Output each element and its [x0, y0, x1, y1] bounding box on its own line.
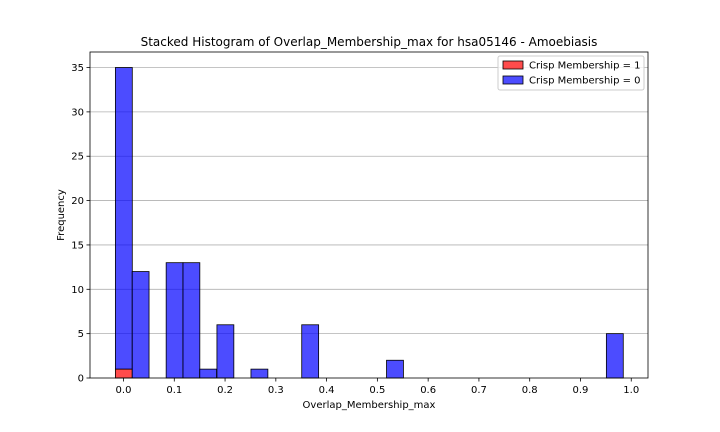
- bar-series1-bin1: [131, 271, 150, 379]
- x-tick-label-5: 0.5: [369, 385, 385, 396]
- bar-series1-bin2: [165, 262, 184, 379]
- x-tick-label-1: 0.1: [166, 385, 182, 396]
- x-axis-ticks: 0.0 0.1 0.2 0.3 0.4 0.5 0.6 0.7 0.8 0.9 1.0: [116, 378, 639, 396]
- y-tick-label-4: 20: [71, 196, 84, 207]
- y-tick-label-2: 10: [71, 285, 84, 296]
- y-tick-label-6: 30: [71, 107, 84, 118]
- plot-frame: [89, 51, 649, 379]
- x-tick-label-7: 0.7: [471, 385, 487, 396]
- x-tick-label-10: 1.0: [623, 385, 639, 396]
- legend-box: [497, 55, 645, 91]
- bar-series1-bin8: [386, 359, 404, 379]
- y-tick-label-5: 25: [71, 152, 84, 163]
- y-axis-ticks: 0 5 10 15 20 25 30 35: [71, 63, 90, 385]
- legend: Crisp Membership = 1 Crisp Membership = …: [497, 55, 645, 91]
- bar-series1-bin0: [114, 67, 133, 370]
- bars: [114, 67, 624, 379]
- y-tick-label-0: 0: [78, 374, 84, 385]
- x-tick-label-8: 0.8: [522, 385, 538, 396]
- x-tick-label-3: 0.3: [268, 385, 284, 396]
- bar-series1-bin4: [199, 368, 217, 379]
- y-tick-label-3: 15: [71, 240, 84, 251]
- y-tick-label-7: 35: [71, 63, 84, 74]
- bar-series1-bin9: [605, 333, 624, 379]
- chart-title: Stacked Histogram of Overlap_Membership_…: [141, 35, 598, 49]
- x-tick-label-4: 0.4: [319, 385, 335, 396]
- y-axis-label: Frequency: [56, 189, 67, 241]
- x-tick-label-0: 0.0: [116, 385, 132, 396]
- x-tick-label-9: 0.9: [573, 385, 589, 396]
- legend-swatch-crisp-0: [502, 75, 524, 85]
- bar-series0-bin0: [114, 368, 133, 379]
- legend-label-crisp-0: Crisp Membership = 0: [529, 76, 641, 87]
- legend-swatch-crisp-1: [502, 60, 524, 70]
- y-tick-label-1: 5: [78, 329, 84, 340]
- bar-series1-bin5: [216, 324, 235, 379]
- x-axis-label: Overlap_Membership_max: [303, 400, 436, 411]
- x-tick-label-2: 0.2: [217, 385, 233, 396]
- bar-series1-bin3: [182, 262, 201, 379]
- bar-series1-bin7: [301, 324, 320, 379]
- legend-label-crisp-1: Crisp Membership = 1: [529, 61, 641, 72]
- bar-series1-bin6: [250, 368, 269, 379]
- x-tick-label-6: 0.6: [420, 385, 436, 396]
